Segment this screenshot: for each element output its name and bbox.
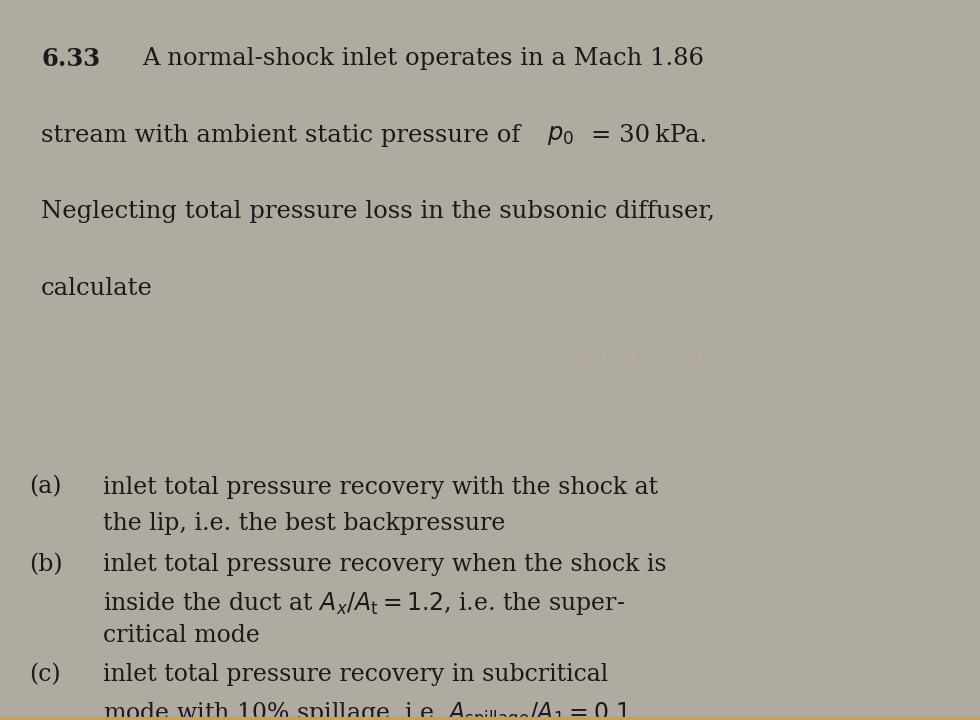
Text: stream with ambient static pressure of: stream with ambient static pressure of [41,124,528,147]
Text: inlet total pressure recovery when the shock is: inlet total pressure recovery when the s… [103,553,666,576]
Text: $p_0$: $p_0$ [547,124,574,147]
Text: inlet total pressure recovery in subcritical: inlet total pressure recovery in subcrit… [103,664,609,686]
Text: (c): (c) [29,664,61,686]
Text: inside the duct at $A_x/A_\mathrm{t} = 1.2$, i.e. the super-: inside the duct at $A_x/A_\mathrm{t} = 1… [103,590,625,617]
Text: calculate: calculate [41,276,153,300]
Text: Neglecting total pressure loss in the subsonic diffuser,: Neglecting total pressure loss in the su… [41,200,715,223]
Text: A normal-shock inlet operates in a Mach 1.86: A normal-shock inlet operates in a Mach … [142,48,704,71]
Text: = 30 kPa.: = 30 kPa. [591,124,707,147]
Text: 6.33: 6.33 [41,48,100,71]
Text: FIGURE P6.33: FIGURE P6.33 [568,351,708,369]
Text: critical mode: critical mode [103,624,260,647]
Text: inlet total pressure recovery with the shock at: inlet total pressure recovery with the s… [103,476,658,498]
Text: mode with 10% spillage, i.e. $A_{\mathrm{spillage}}/A_1 = 0.1$: mode with 10% spillage, i.e. $A_{\mathrm… [103,701,630,720]
Text: (b): (b) [29,553,63,576]
Text: (a): (a) [29,476,62,498]
Text: the lip, i.e. the best backpressure: the lip, i.e. the best backpressure [103,513,506,536]
